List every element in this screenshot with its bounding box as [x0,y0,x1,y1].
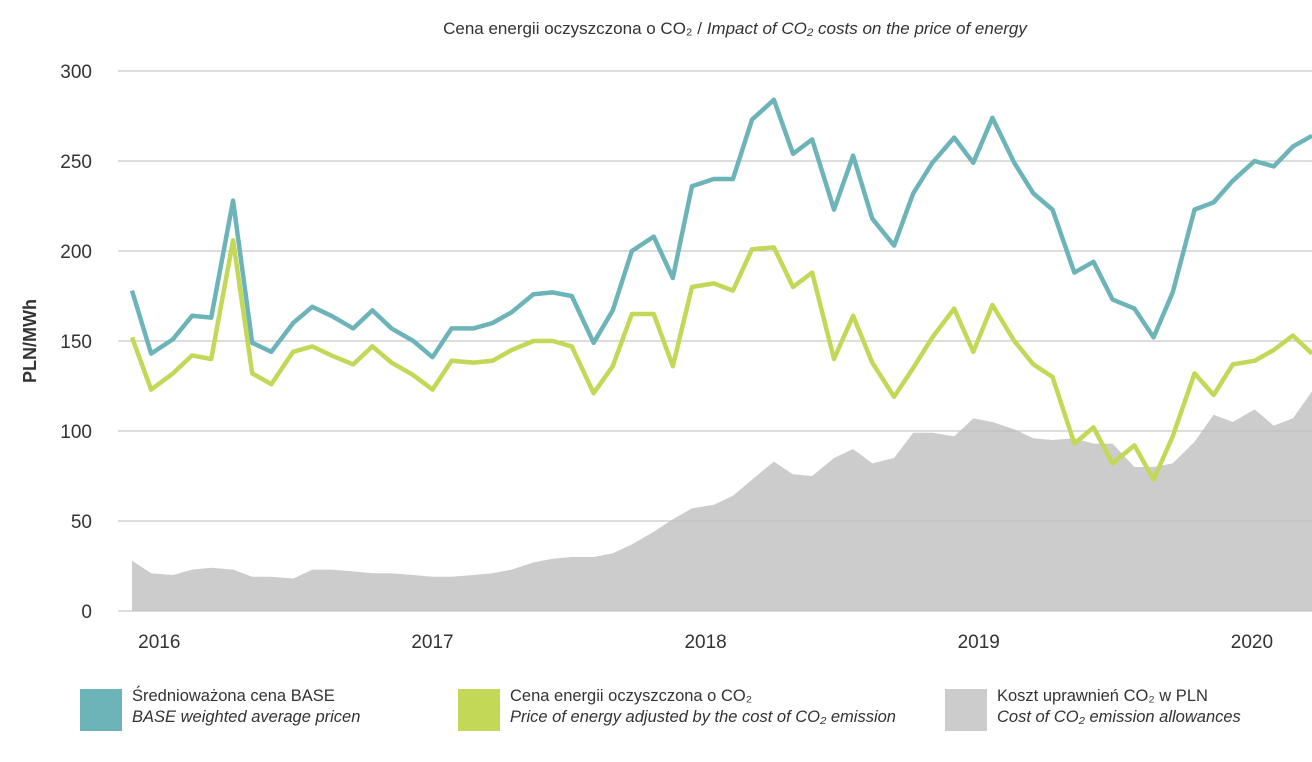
legend-item: Koszt uprawnień CO₂ w PLN Cost of CO₂ emi… [945,686,1312,731]
legend-name: Cena energii oczyszczona o CO₂ [510,687,753,705]
y-tick-label: 300 [60,62,92,83]
legend-swatch [80,689,122,731]
legend-name-en: BASE weighted average pricen [132,708,361,726]
y-tick-label: 50 [71,512,92,533]
legend-swatch [458,689,500,731]
legend-name-en: Cost of CO₂ emission allowances [997,708,1241,726]
title-en: Impact of CO₂ costs on the price of ener… [707,19,1029,38]
line [129,237,1312,482]
legend-item: Średnioważona cena BASE BASE weighted ave… [80,686,462,731]
legend-text: Cena energii oczyszczona o CO₂ Price of e… [510,686,920,728]
legend-text: Koszt uprawnień CO₂ w PLN Cost of CO₂ emi… [997,686,1312,728]
legend-swatch [945,689,987,731]
y-tick-label: 250 [60,152,92,173]
x-tick-label: 2017 [411,632,453,653]
x-tick-label: 2018 [684,632,726,653]
line [129,97,1312,360]
legend-item: Cena energii oczyszczona o CO₂ Price of e… [458,686,920,731]
y-tick-label: 150 [60,332,92,353]
legend-name: Koszt uprawnień CO₂ w PLN [997,687,1208,705]
chart: Cena energii oczyszczona o CO₂ / Impact … [20,19,1312,653]
y-tick-label: 200 [60,242,92,263]
chart-title: Cena energii oczyszczona o CO₂ / Impact … [443,19,1028,38]
y-tick-label: 0 [81,602,92,623]
legend-text: Średnioważona cena BASE BASE weighted ave… [132,686,462,728]
x-tick-label: 2019 [958,632,1000,653]
legend-name: Średnioważona cena BASE [132,687,335,705]
x-tick-label: 2020 [1231,632,1273,653]
y-axis-label: PLN/MWh [20,299,40,383]
area [132,391,1312,611]
title-pl: Cena energii oczyszczona o CO₂ / [443,19,707,38]
x-tick-label: 2016 [138,632,180,653]
legend-name-en: Price of energy adjusted by the cost of … [510,708,896,726]
y-tick-label: 100 [60,422,92,443]
